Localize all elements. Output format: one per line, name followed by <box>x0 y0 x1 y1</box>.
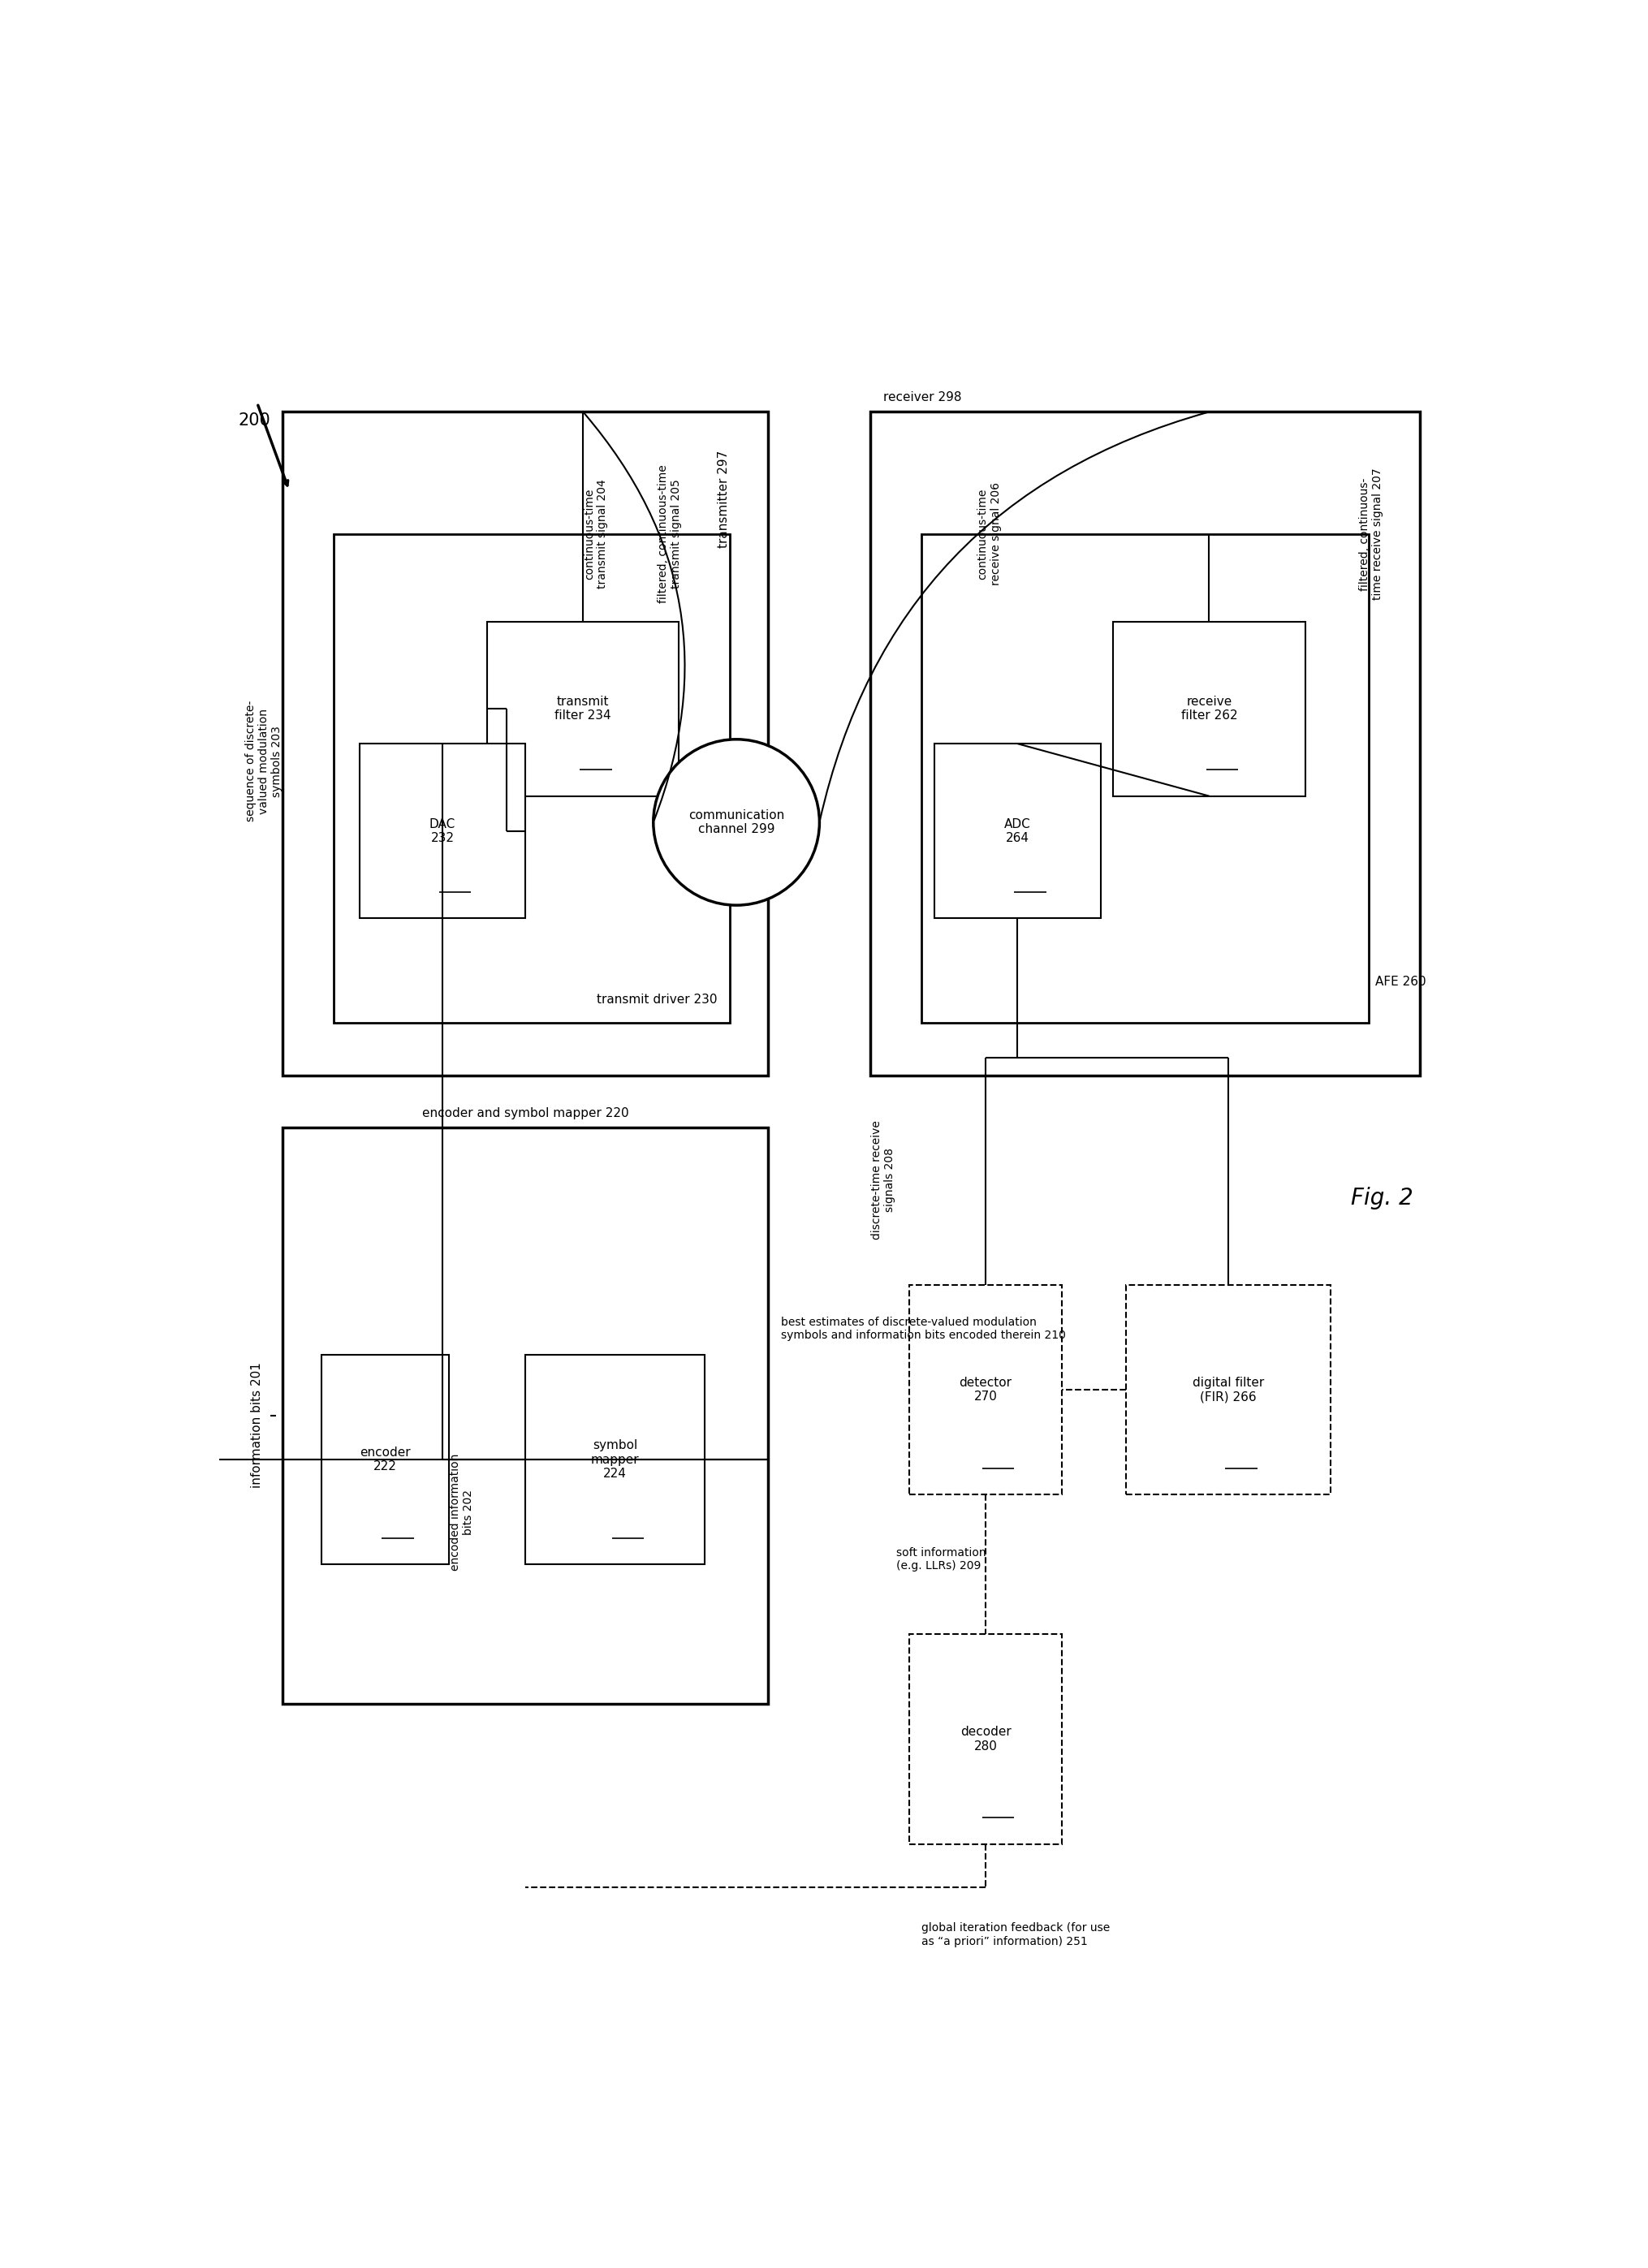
Text: AFE 260: AFE 260 <box>1374 975 1426 989</box>
FancyBboxPatch shape <box>1126 1286 1330 1495</box>
FancyBboxPatch shape <box>908 1635 1061 1844</box>
FancyBboxPatch shape <box>333 535 730 1023</box>
FancyBboxPatch shape <box>283 413 768 1075</box>
Text: DAC
232: DAC 232 <box>428 819 455 844</box>
Text: filtered, continuous-
time receive signal 207: filtered, continuous- time receive signa… <box>1358 467 1383 601</box>
Text: encoder
222: encoder 222 <box>359 1447 410 1472</box>
Text: continuous-time
transmit signal 204: continuous-time transmit signal 204 <box>583 479 608 590</box>
FancyBboxPatch shape <box>526 1354 704 1565</box>
Text: transmit
filter 234: transmit filter 234 <box>554 696 611 721</box>
FancyBboxPatch shape <box>934 744 1101 919</box>
Text: information bits 201: information bits 201 <box>250 1361 264 1488</box>
Text: digital filter
(FIR) 266: digital filter (FIR) 266 <box>1192 1377 1264 1404</box>
FancyBboxPatch shape <box>359 744 526 919</box>
Text: global iteration feedback (for use
as “a priori” information) 251: global iteration feedback (for use as “a… <box>921 1923 1109 1946</box>
FancyBboxPatch shape <box>908 1286 1061 1495</box>
Text: filtered, continuous-time
transmit signal 205: filtered, continuous-time transmit signa… <box>658 465 682 603</box>
Text: encoder and symbol mapper 220: encoder and symbol mapper 220 <box>422 1107 628 1118</box>
Text: detector
270: detector 270 <box>959 1377 1012 1404</box>
Text: discrete-time receive
signals 208: discrete-time receive signals 208 <box>870 1120 895 1241</box>
Text: decoder
280: decoder 280 <box>959 1726 1010 1753</box>
Text: continuous-time
receive signal 206: continuous-time receive signal 206 <box>977 483 1002 585</box>
Text: ADC
264: ADC 264 <box>1004 819 1030 844</box>
FancyBboxPatch shape <box>283 1127 768 1703</box>
FancyBboxPatch shape <box>921 535 1368 1023</box>
Text: communication
channel 299: communication channel 299 <box>689 810 784 835</box>
FancyBboxPatch shape <box>488 621 679 796</box>
Text: transmitter 297: transmitter 297 <box>717 451 730 549</box>
Text: transmit driver 230: transmit driver 230 <box>597 993 717 1005</box>
Ellipse shape <box>653 739 819 905</box>
FancyBboxPatch shape <box>321 1354 448 1565</box>
FancyBboxPatch shape <box>1112 621 1305 796</box>
Text: sequence of discrete-
valued modulation
symbols 203: sequence of discrete- valued modulation … <box>244 701 282 821</box>
FancyBboxPatch shape <box>870 413 1419 1075</box>
Text: Fig. 2: Fig. 2 <box>1350 1186 1412 1209</box>
Text: encoded information
bits 202: encoded information bits 202 <box>450 1454 473 1572</box>
Text: 200: 200 <box>237 413 270 429</box>
Text: symbol
mapper
224: symbol mapper 224 <box>590 1440 639 1481</box>
Text: receiver 298: receiver 298 <box>883 390 961 404</box>
Text: best estimates of discrete-valued modulation
symbols and information bits encode: best estimates of discrete-valued modula… <box>781 1315 1066 1340</box>
Text: soft information
(e.g. LLRs) 209: soft information (e.g. LLRs) 209 <box>897 1547 986 1572</box>
Text: receive
filter 262: receive filter 262 <box>1180 696 1238 721</box>
